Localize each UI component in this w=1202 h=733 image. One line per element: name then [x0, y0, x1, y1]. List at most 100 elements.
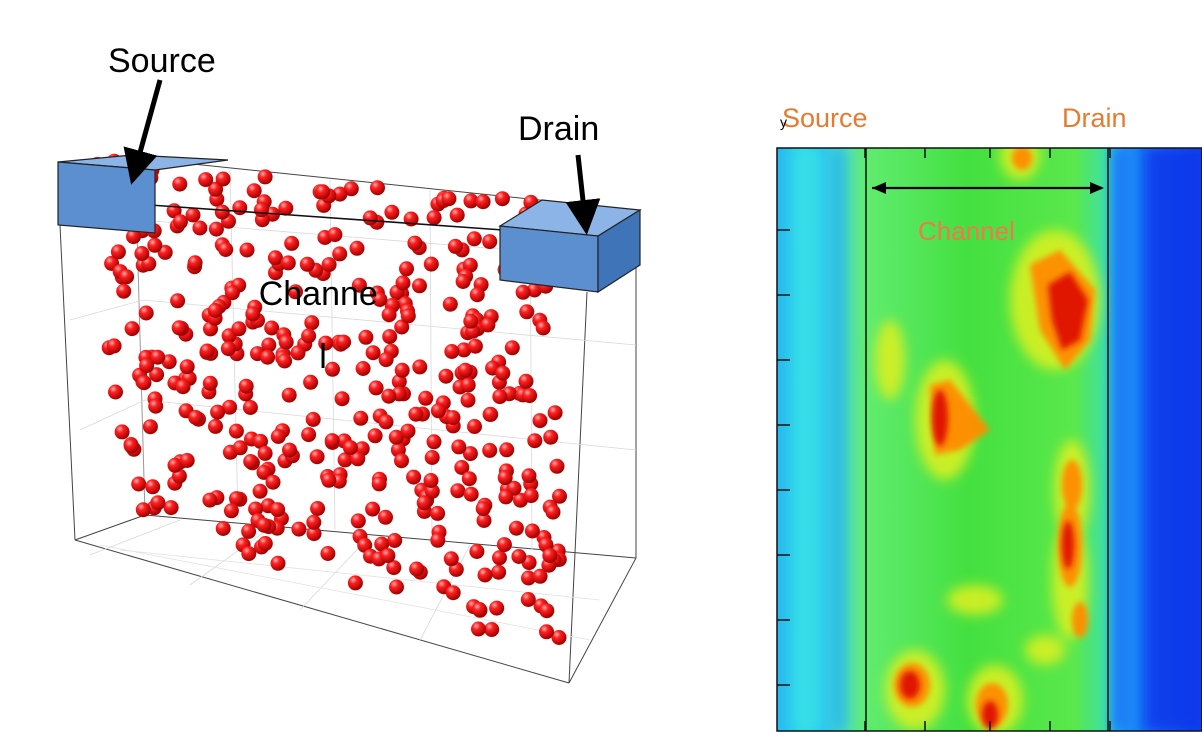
- dopant-atom: [232, 440, 248, 456]
- dopant-atom: [270, 502, 286, 518]
- dopant-atom: [400, 423, 416, 439]
- dopant-atom: [299, 256, 315, 272]
- dopant-atom: [532, 568, 548, 584]
- dopant-atom: [303, 374, 319, 390]
- dopant-atom: [370, 180, 385, 196]
- dopant-atom: [355, 361, 371, 376]
- dopant-atom: [523, 488, 539, 504]
- device-3d-view: Source Drain Channe l: [57, 42, 642, 684]
- dopant-atom: [400, 308, 416, 324]
- dopant-atom: [208, 181, 224, 197]
- dopant-atom: [192, 220, 208, 236]
- dopant-atom: [301, 328, 317, 344]
- dopant-atom: [239, 242, 255, 258]
- dopant-atom: [241, 546, 257, 562]
- dopant-atom: [265, 474, 281, 490]
- dopant-atom: [310, 501, 326, 516]
- dopant-atom: [408, 406, 424, 422]
- dopant-atom: [135, 502, 151, 518]
- dopant-atom: [504, 340, 520, 356]
- dopant-atom: [549, 458, 565, 474]
- dopant-atom: [218, 242, 234, 257]
- dopant-atom: [482, 234, 498, 250]
- dopant-atom: [148, 398, 164, 414]
- dopant-atom: [253, 202, 269, 218]
- dopant-atom: [342, 440, 358, 456]
- source-arrow: [123, 79, 163, 185]
- dopant-atom: [378, 352, 394, 368]
- dopant-atom: [150, 349, 166, 365]
- dopant-atom: [518, 373, 534, 389]
- dopant-atoms: [90, 153, 567, 645]
- dopant-atom: [281, 387, 297, 403]
- dopant-atom: [343, 181, 359, 197]
- dopant-atom: [123, 438, 139, 454]
- dopant-atom: [545, 504, 561, 520]
- map-ticks: [777, 148, 1111, 731]
- dopant-atom: [142, 419, 158, 435]
- dopant-atom: [215, 521, 231, 536]
- dopant-atom: [491, 564, 507, 580]
- dopant-atom: [223, 503, 239, 519]
- dopant-atom: [430, 403, 446, 419]
- dopant-atom: [327, 227, 343, 243]
- dopant-atom: [220, 341, 236, 357]
- dopant-atom: [325, 361, 340, 377]
- dopant-atom: [463, 313, 479, 329]
- dopant-atom: [207, 303, 223, 318]
- dopant-atom: [443, 551, 459, 567]
- dopant-atom: [321, 257, 337, 273]
- dopant-atom: [232, 200, 248, 216]
- dopant-atom: [483, 406, 499, 422]
- dopant-atom: [547, 405, 563, 421]
- dopant-atom: [539, 624, 554, 640]
- dopant-atom: [394, 319, 410, 335]
- dopant-atom: [172, 176, 188, 192]
- map-channel-label: Channel: [918, 216, 1015, 246]
- dopant-atom: [246, 183, 262, 199]
- dopant-atom: [224, 285, 240, 301]
- dopant-atom: [542, 548, 558, 564]
- dopant-atom: [426, 210, 442, 226]
- dopant-atom: [368, 380, 384, 396]
- dopant-atom: [214, 204, 230, 220]
- dopant-atom: [353, 410, 369, 426]
- dopant-atom: [347, 575, 363, 591]
- dopant-atom: [161, 354, 177, 370]
- dopant-atom: [243, 454, 259, 469]
- dopant-atom: [482, 442, 498, 458]
- dopant-atom: [394, 453, 409, 469]
- dopant-atom: [441, 191, 457, 207]
- dopant-atom: [149, 367, 165, 383]
- dopant-atom: [463, 486, 479, 502]
- dopant-atom: [202, 375, 218, 391]
- potential-colormap: [777, 148, 1202, 731]
- dopant-atom: [552, 488, 567, 504]
- dopant-atom: [380, 548, 396, 564]
- drain-label: Drain: [518, 110, 599, 148]
- dopant-atom: [278, 334, 294, 350]
- dopant-atom: [245, 306, 261, 322]
- dopant-atom: [445, 585, 461, 601]
- dopant-atom: [320, 546, 336, 561]
- dopant-atom: [496, 537, 512, 553]
- dopant-atom: [231, 321, 247, 337]
- dopant-atom: [305, 411, 321, 427]
- dopant-atom: [139, 358, 155, 374]
- dopant-atom: [332, 246, 348, 262]
- dopant-atom: [261, 337, 277, 353]
- dopant-atom: [315, 184, 331, 200]
- dopant-atom: [228, 423, 244, 439]
- dopant-atom: [267, 250, 283, 266]
- dopant-atom: [416, 495, 432, 511]
- dopant-atom: [460, 392, 476, 408]
- dopant-atom: [145, 479, 161, 495]
- channel-width-arrow: [872, 182, 1104, 194]
- dopant-atom: [456, 342, 472, 358]
- dopant-atom: [150, 495, 166, 511]
- dopant-atom: [372, 292, 388, 307]
- dopant-atom: [423, 473, 439, 488]
- dopant-atom: [477, 567, 493, 583]
- dopant-atom: [412, 278, 427, 294]
